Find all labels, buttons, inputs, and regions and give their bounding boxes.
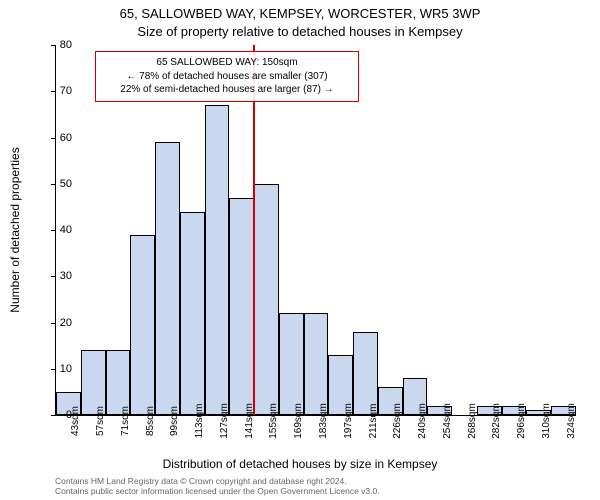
y-tick-mark bbox=[51, 138, 55, 139]
chart-title-sub: Size of property relative to detached ho… bbox=[0, 24, 600, 39]
y-tick-label: 70 bbox=[60, 85, 72, 97]
y-tick-mark bbox=[51, 369, 55, 370]
x-tick-label: 113sqm bbox=[194, 404, 205, 439]
annotation-line3: 22% of semi-detached houses are larger (… bbox=[102, 83, 352, 97]
y-tick-label: 60 bbox=[60, 132, 72, 144]
bar bbox=[155, 142, 180, 415]
x-axis-label: Distribution of detached houses by size … bbox=[0, 457, 600, 471]
x-tick-label: 282sqm bbox=[491, 403, 502, 439]
bar bbox=[180, 212, 205, 416]
annotation-line1: 65 SALLOWBED WAY: 150sqm bbox=[102, 56, 352, 70]
y-tick-mark bbox=[51, 415, 55, 416]
bar bbox=[205, 105, 230, 415]
x-tick-label: 296sqm bbox=[516, 403, 527, 439]
x-tick-label: 240sqm bbox=[417, 403, 428, 439]
y-tick-label: 20 bbox=[60, 317, 72, 329]
bar bbox=[229, 198, 254, 415]
x-tick-label: 211sqm bbox=[368, 404, 379, 439]
y-tick-label: 10 bbox=[60, 363, 72, 375]
attribution-line1: Contains HM Land Registry data © Crown c… bbox=[55, 476, 380, 487]
x-tick-label: 71sqm bbox=[120, 406, 131, 436]
y-tick-mark bbox=[51, 323, 55, 324]
y-tick-mark bbox=[51, 45, 55, 46]
bar bbox=[353, 332, 378, 415]
x-tick-label: 197sqm bbox=[343, 403, 354, 439]
y-tick-label: 30 bbox=[60, 270, 72, 282]
chart-container: 65, SALLOWBED WAY, KEMPSEY, WORCESTER, W… bbox=[0, 0, 600, 500]
annotation-box: 65 SALLOWBED WAY: 150sqm ← 78% of detach… bbox=[95, 51, 359, 102]
x-tick-label: 57sqm bbox=[95, 406, 106, 436]
y-tick-label: 80 bbox=[60, 39, 72, 51]
y-tick-mark bbox=[51, 276, 55, 277]
y-tick-mark bbox=[51, 184, 55, 185]
x-tick-label: 169sqm bbox=[293, 403, 304, 439]
x-tick-label: 43sqm bbox=[70, 406, 81, 436]
bar bbox=[304, 313, 329, 415]
y-axis-label: Number of detached properties bbox=[8, 147, 22, 312]
x-tick-label: 85sqm bbox=[145, 406, 156, 436]
annotation-line2: ← 78% of detached houses are smaller (30… bbox=[102, 70, 352, 84]
attribution-line2: Contains public sector information licen… bbox=[55, 486, 380, 497]
x-tick-label: 268sqm bbox=[467, 403, 478, 439]
attribution-text: Contains HM Land Registry data © Crown c… bbox=[55, 476, 380, 497]
y-tick-label: 50 bbox=[60, 178, 72, 190]
chart-title-main: 65, SALLOWBED WAY, KEMPSEY, WORCESTER, W… bbox=[0, 6, 600, 21]
x-tick-label: 254sqm bbox=[442, 403, 453, 439]
x-tick-label: 141sqm bbox=[244, 403, 255, 439]
bar bbox=[130, 235, 155, 415]
y-tick-mark bbox=[51, 91, 55, 92]
x-tick-label: 324sqm bbox=[566, 403, 577, 439]
x-tick-label: 226sqm bbox=[392, 403, 403, 439]
y-tick-mark bbox=[51, 230, 55, 231]
bar bbox=[279, 313, 304, 415]
x-tick-label: 127sqm bbox=[219, 403, 230, 439]
x-tick-label: 183sqm bbox=[318, 403, 329, 439]
x-tick-label: 99sqm bbox=[169, 406, 180, 436]
y-tick-label: 40 bbox=[60, 224, 72, 236]
x-tick-label: 155sqm bbox=[268, 403, 279, 439]
x-tick-label: 310sqm bbox=[541, 403, 552, 439]
bar bbox=[254, 184, 279, 415]
